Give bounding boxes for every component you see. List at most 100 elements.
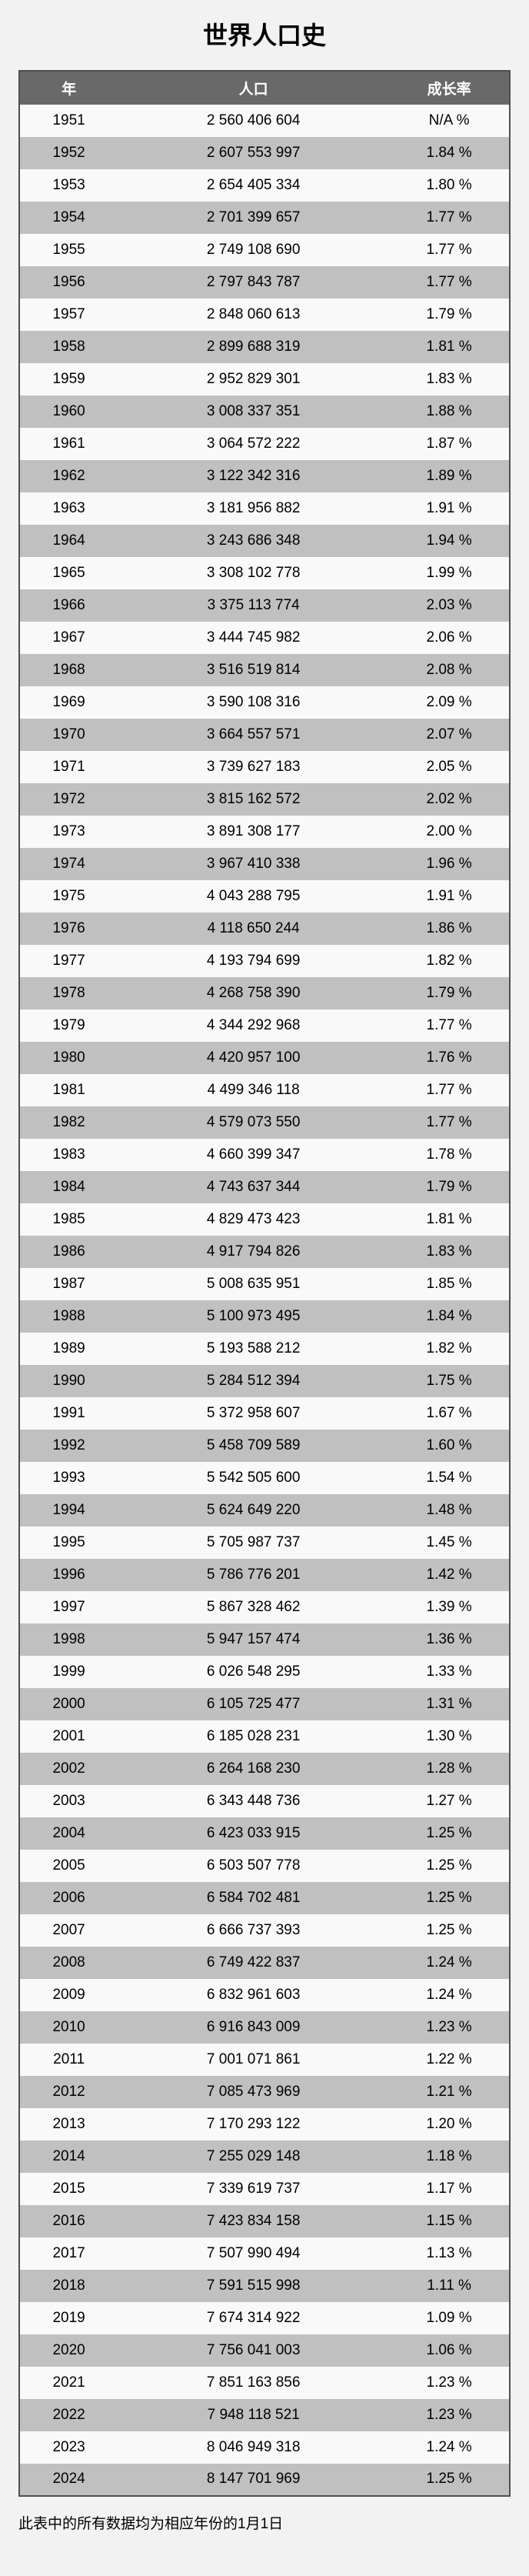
population-cell: 5 100 973 495 [206, 1307, 301, 1324]
growth-rate-cell: 1.21 % [426, 2083, 472, 2100]
year-cell: 1993 [52, 1469, 85, 1486]
population-cell: 7 851 163 856 [206, 2374, 301, 2391]
population-cell: 4 829 473 423 [206, 1210, 301, 1227]
year-cell: 1953 [52, 176, 85, 193]
growth-rate-cell: 1.25 % [426, 2471, 472, 2488]
growth-rate-cell: 2.00 % [426, 823, 472, 839]
year-cell: 2005 [52, 1857, 85, 1874]
table-row: 1978 4 268 758 390 1.79 % [19, 976, 510, 1009]
table-row: 1989 5 193 588 212 1.82 % [19, 1332, 510, 1365]
growth-rate-cell: 1.82 % [426, 1340, 472, 1356]
table-row: 2015 7 339 619 737 1.17 % [19, 2172, 510, 2205]
population-cell: 2 607 553 997 [206, 144, 301, 161]
table-row: 1957 2 848 060 613 1.79 % [19, 298, 510, 331]
year-cell: 2011 [53, 2050, 85, 2067]
table-row: 2024 8 147 701 969 1.25 % [19, 2463, 510, 2496]
page: 世界人口史 年 人口 成长率 1951 2 560 406 604 N/A % 195… [0, 22, 529, 2533]
population-cell: 3 739 627 183 [206, 758, 301, 775]
growth-rate-cell: 1.96 % [426, 855, 472, 872]
year-cell: 1972 [52, 790, 85, 807]
year-cell: 1955 [52, 241, 85, 258]
population-cell: 6 423 033 915 [206, 1824, 301, 1841]
population-cell: 2 560 406 604 [206, 112, 301, 128]
population-cell: 4 193 794 699 [206, 952, 301, 969]
growth-rate-cell: 1.31 % [426, 1695, 472, 1712]
population-cell: 5 867 328 462 [206, 1598, 301, 1615]
population-cell: 5 947 157 474 [206, 1630, 301, 1647]
growth-rate-cell: 1.11 % [427, 2277, 471, 2294]
year-cell: 2021 [52, 2374, 85, 2391]
table-row: 1955 2 749 108 690 1.77 % [19, 233, 510, 266]
growth-rate-cell: 1.81 % [426, 1210, 472, 1227]
growth-rate-cell: 2.07 % [426, 726, 472, 742]
growth-rate-cell: 1.23 % [426, 2018, 472, 2035]
growth-rate-cell: 1.45 % [426, 1533, 472, 1550]
population-cell: 8 147 701 969 [206, 2471, 301, 2488]
year-cell: 1951 [52, 112, 85, 128]
growth-rate-cell: 1.48 % [426, 1501, 472, 1518]
table-row: 1977 4 193 794 699 1.82 % [19, 944, 510, 977]
table-row: 2008 6 749 422 837 1.24 % [19, 1946, 510, 1979]
growth-rate-cell: 1.84 % [426, 144, 472, 161]
table-row: 1951 2 560 406 604 N/A % [19, 104, 510, 137]
year-cell: 2016 [52, 2212, 85, 2229]
table-row: 1954 2 701 399 657 1.77 % [19, 201, 510, 234]
population-cell: 6 105 725 477 [206, 1695, 301, 1712]
population-cell: 5 372 958 607 [206, 1404, 301, 1421]
year-cell: 1996 [52, 1566, 85, 1583]
year-cell: 1965 [52, 564, 85, 581]
table-row: 2004 6 423 033 915 1.25 % [19, 1817, 510, 1850]
year-cell: 2017 [52, 2244, 85, 2261]
year-cell: 1983 [52, 1146, 85, 1163]
growth-rate-cell: 1.23 % [426, 2374, 472, 2391]
growth-rate-cell: 1.91 % [426, 887, 472, 904]
table-row: 2012 7 085 473 969 1.21 % [19, 2075, 510, 2108]
table-row: 1991 5 372 958 607 1.67 % [19, 1396, 510, 1430]
growth-rate-cell: 1.36 % [426, 1630, 472, 1647]
growth-rate-cell: 1.60 % [426, 1436, 472, 1453]
population-cell: 8 046 949 318 [206, 2438, 301, 2455]
growth-rate-cell: 1.79 % [426, 305, 472, 322]
table-row: 1964 3 243 686 348 1.94 % [19, 524, 510, 557]
growth-rate-cell: 1.82 % [426, 952, 472, 969]
year-cell: 1974 [52, 855, 85, 872]
population-cell: 5 624 649 220 [206, 1501, 301, 1518]
population-cell: 2 848 060 613 [206, 305, 301, 322]
table-row: 1993 5 542 505 600 1.54 % [19, 1461, 510, 1494]
population-cell: 3 122 342 316 [206, 467, 301, 484]
year-cell: 1956 [52, 273, 85, 290]
table-row: 1986 4 917 794 826 1.83 % [19, 1235, 510, 1268]
growth-rate-cell: 1.79 % [426, 1178, 472, 1195]
year-cell: 1987 [52, 1275, 85, 1292]
population-cell: 5 786 776 201 [206, 1566, 301, 1583]
growth-rate-cell: 1.80 % [426, 176, 472, 193]
population-cell: 5 705 987 737 [206, 1533, 301, 1550]
growth-rate-cell: 1.25 % [426, 1889, 472, 1906]
table-row: 1987 5 008 635 951 1.85 % [19, 1267, 510, 1300]
column-header-population: 人口 [238, 81, 268, 98]
year-cell: 1982 [52, 1113, 85, 1130]
population-cell: 7 507 990 494 [206, 2244, 301, 2261]
population-cell: 2 952 829 301 [206, 370, 301, 387]
year-cell: 1960 [52, 402, 85, 419]
population-cell: 6 584 702 481 [206, 1889, 301, 1906]
population-cell: 6 264 168 230 [206, 1760, 301, 1777]
population-cell: 6 026 548 295 [206, 1663, 301, 1680]
growth-rate-cell: 1.85 % [426, 1275, 472, 1292]
population-cell: 4 420 957 100 [206, 1049, 301, 1066]
table-row: 2000 6 105 725 477 1.31 % [19, 1687, 510, 1720]
table-row: 2007 6 666 737 393 1.25 % [19, 1914, 510, 1947]
growth-rate-cell: 1.94 % [426, 532, 472, 549]
population-cell: 5 193 588 212 [206, 1340, 301, 1356]
population-cell: 2 701 399 657 [206, 209, 301, 225]
year-cell: 1985 [52, 1210, 85, 1227]
growth-rate-cell: 1.23 % [426, 2406, 472, 2423]
population-cell: 5 458 709 589 [206, 1436, 301, 1453]
growth-rate-cell: 1.77 % [426, 1113, 472, 1130]
table-row: 1956 2 797 843 787 1.77 % [19, 265, 510, 299]
table-row: 1980 4 420 957 100 1.76 % [19, 1041, 510, 1074]
growth-rate-cell: 1.25 % [426, 1921, 472, 1938]
year-cell: 2018 [52, 2277, 85, 2294]
growth-rate-cell: 1.81 % [426, 338, 472, 355]
table-row: 2002 6 264 168 230 1.28 % [19, 1752, 510, 1785]
